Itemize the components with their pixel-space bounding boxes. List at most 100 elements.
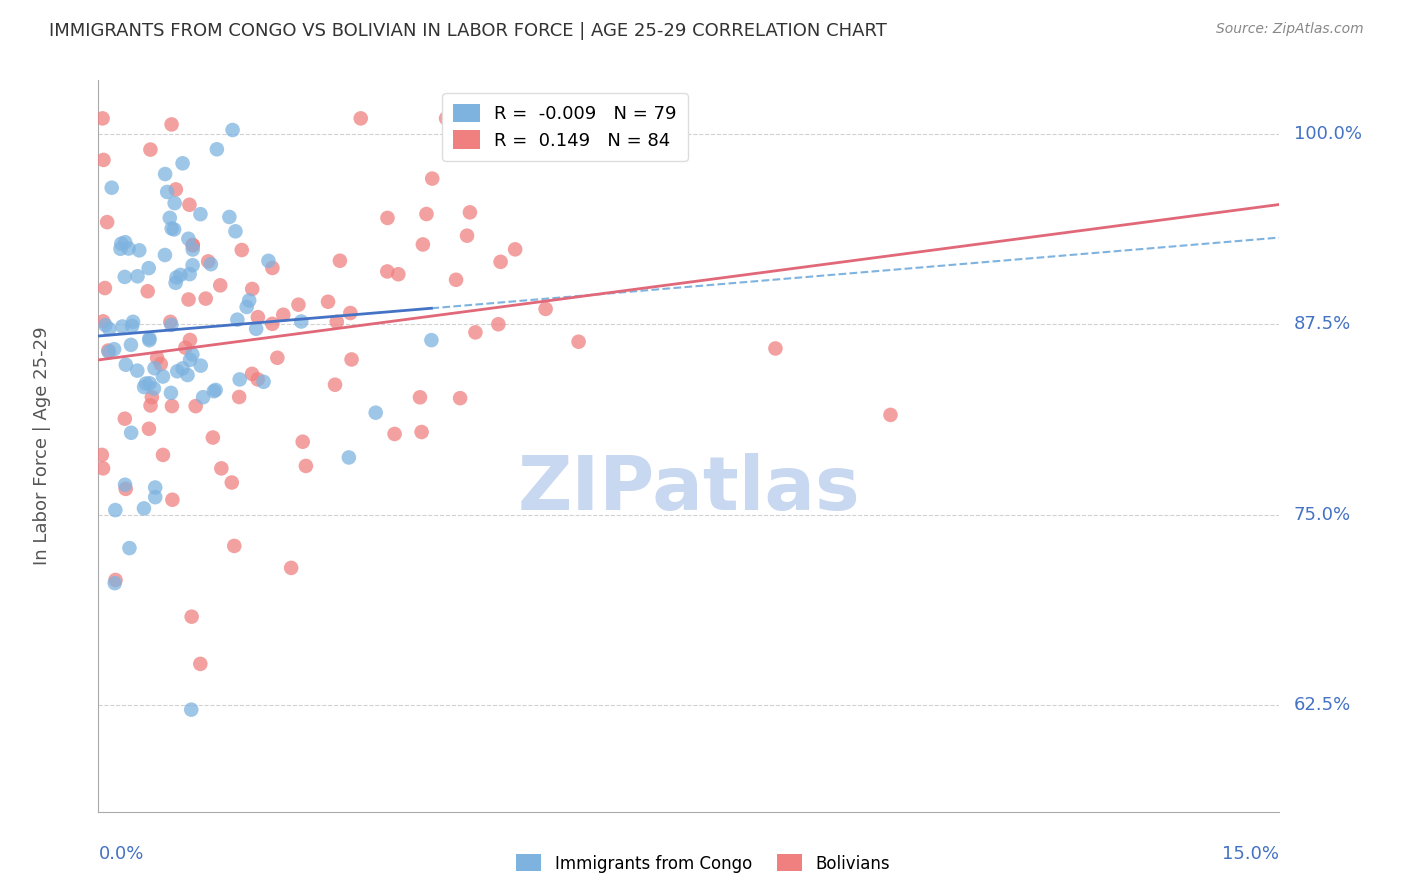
Point <box>252 375 274 389</box>
Point <box>162 492 184 507</box>
Point <box>568 334 591 349</box>
Point <box>91 314 114 328</box>
Point <box>231 243 253 257</box>
Point <box>118 541 141 555</box>
Point <box>295 458 318 473</box>
Point <box>180 703 202 717</box>
Text: 87.5%: 87.5% <box>1294 315 1351 333</box>
Point <box>104 503 127 517</box>
Point <box>143 490 166 504</box>
Point <box>364 406 387 420</box>
Point <box>159 315 181 329</box>
Point <box>384 427 406 442</box>
Point <box>97 345 120 359</box>
Point <box>139 143 162 157</box>
Point <box>114 235 136 250</box>
Point <box>172 156 194 170</box>
Point <box>350 112 373 126</box>
Point <box>456 228 478 243</box>
Point <box>152 448 174 462</box>
Point <box>160 117 183 131</box>
Point <box>181 347 204 361</box>
Point <box>218 210 240 224</box>
Point <box>238 293 260 308</box>
Point <box>224 539 246 553</box>
Point <box>409 390 432 404</box>
Point <box>578 130 600 145</box>
Point <box>444 273 467 287</box>
Point <box>197 254 219 268</box>
Point <box>176 368 198 382</box>
Point <box>486 317 509 331</box>
Point <box>91 112 114 126</box>
Point <box>165 182 187 196</box>
Point <box>174 341 197 355</box>
Point <box>240 282 263 296</box>
Point <box>166 364 188 378</box>
Point <box>160 385 183 400</box>
Point <box>103 342 125 356</box>
Point <box>160 221 183 235</box>
Point <box>503 243 526 257</box>
Point <box>177 293 200 307</box>
Point <box>94 318 117 332</box>
Point <box>136 285 159 299</box>
Point <box>765 342 787 356</box>
Text: 75.0%: 75.0% <box>1294 506 1351 524</box>
Point <box>138 376 160 391</box>
Point <box>120 338 142 352</box>
Point <box>111 319 134 334</box>
Point <box>202 384 225 399</box>
Point <box>291 434 314 449</box>
Text: 0.0%: 0.0% <box>98 845 143 863</box>
Point <box>262 260 284 275</box>
Point <box>179 198 201 212</box>
Point <box>143 481 166 495</box>
Point <box>246 372 269 386</box>
Point <box>177 232 200 246</box>
Point <box>120 425 142 440</box>
Point <box>337 450 360 465</box>
Point <box>179 352 201 367</box>
Point <box>149 357 172 371</box>
Point <box>240 367 263 381</box>
Point <box>110 242 132 256</box>
Point <box>160 318 183 332</box>
Point <box>204 383 226 397</box>
Point <box>138 422 160 436</box>
Point <box>132 380 155 394</box>
Point <box>221 475 243 490</box>
Point <box>122 315 145 329</box>
Point <box>181 238 204 252</box>
Point <box>114 477 136 491</box>
Point <box>190 207 212 221</box>
Point <box>179 333 201 347</box>
Legend: Immigrants from Congo, Bolivians: Immigrants from Congo, Bolivians <box>509 847 897 880</box>
Point <box>98 322 121 336</box>
Point <box>200 257 222 271</box>
Point <box>412 237 434 252</box>
Point <box>329 253 352 268</box>
Point <box>226 312 249 326</box>
Point <box>127 363 149 377</box>
Legend: R =  -0.009   N = 79, R =  0.149   N = 84: R = -0.009 N = 79, R = 0.149 N = 84 <box>441 93 688 161</box>
Point <box>91 461 114 475</box>
Point <box>464 326 486 340</box>
Text: Source: ZipAtlas.com: Source: ZipAtlas.com <box>1216 22 1364 37</box>
Point <box>172 361 194 376</box>
Point <box>266 351 288 365</box>
Point <box>93 153 115 167</box>
Point <box>138 261 160 276</box>
Point <box>153 248 176 262</box>
Point <box>280 561 302 575</box>
Point <box>205 142 228 156</box>
Point <box>387 267 409 281</box>
Point <box>190 359 212 373</box>
Point <box>153 167 176 181</box>
Point <box>228 372 250 386</box>
Point <box>143 361 166 376</box>
Point <box>138 331 160 345</box>
Point <box>191 390 214 404</box>
Text: 62.5%: 62.5% <box>1294 696 1351 714</box>
Point <box>489 255 512 269</box>
